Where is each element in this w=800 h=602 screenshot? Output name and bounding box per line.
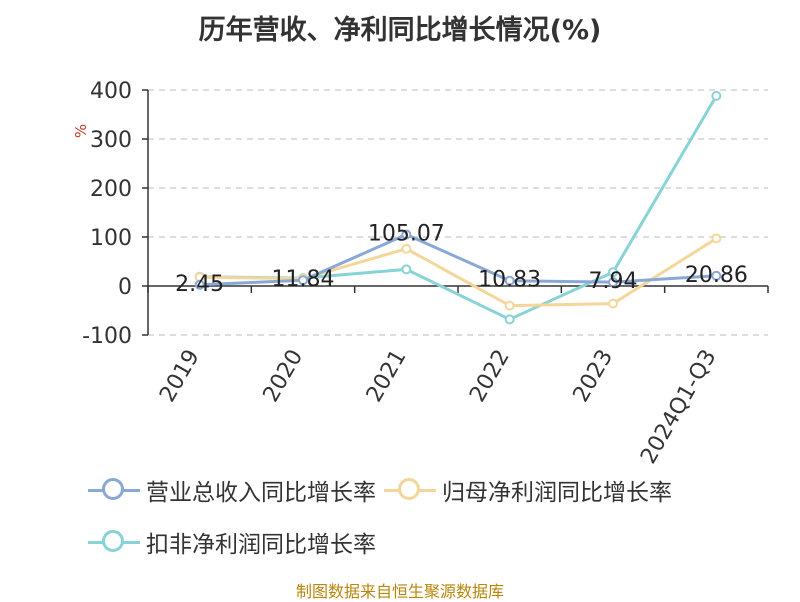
series-line — [199, 233, 717, 287]
y-tick-label: 0 — [118, 275, 132, 300]
legend-marker-icon — [88, 470, 140, 510]
data-point — [504, 275, 515, 286]
line-chart: -100 0 100 200 300 400 2019 2020 2021 2022 2023 202… — [82, 79, 769, 469]
data-point — [298, 275, 308, 286]
data-point — [711, 233, 722, 244]
y-tick-label: 400 — [90, 79, 132, 104]
data-point — [608, 298, 618, 309]
data-point — [608, 277, 618, 288]
data-source-note: 制图数据来自恒生聚源数据库 — [295, 582, 504, 601]
legend-item[interactable]: 归母净利润同比增长率 — [384, 470, 672, 510]
data-label: 2.45 — [175, 272, 224, 297]
data-label: 105.07 — [368, 222, 445, 247]
data-point — [711, 270, 722, 281]
y-tick-label: 300 — [90, 128, 132, 153]
legend-label: 归母净利润同比增长率 — [442, 480, 672, 506]
data-point — [401, 229, 412, 240]
chart-legend: 营业总收入同比增长率 归母净利润同比增长率扣非净利润同比增长率 — [88, 470, 768, 574]
y-tick-label: -100 — [82, 324, 132, 349]
data-point — [504, 314, 515, 325]
legend-item[interactable]: 营业总收入同比增长率 — [88, 470, 376, 510]
data-point — [711, 90, 722, 101]
x-tick-label: 2021 — [362, 346, 412, 407]
x-tick-label: 2024Q1-Q3 — [636, 346, 721, 469]
legend-label: 扣非净利润同比增长率 — [146, 532, 376, 558]
data-label: 20.86 — [685, 263, 748, 288]
x-tick-label: 2022 — [465, 345, 515, 406]
data-label: 10.83 — [478, 268, 541, 293]
data-point — [194, 279, 205, 290]
chart-title: 历年营收、净利同比增长情况(%) — [198, 15, 602, 46]
legend-item[interactable]: 扣非净利润同比增长率 — [88, 522, 376, 562]
data-point — [401, 243, 412, 254]
data-label: 11.84 — [272, 267, 335, 292]
y-tick-label: 100 — [90, 226, 132, 251]
series-line — [199, 237, 718, 308]
x-tick-label: 2019 — [155, 346, 205, 407]
data-point — [504, 300, 515, 311]
y-tick-label: 200 — [90, 177, 132, 202]
legend-marker-icon — [88, 522, 140, 562]
legend-label: 营业总收入同比增长率 — [146, 480, 376, 506]
data-point — [401, 264, 412, 275]
legend-marker-icon — [384, 470, 436, 510]
data-label: 7.94 — [589, 269, 638, 294]
data-point — [608, 267, 618, 278]
x-tick-label: 2023 — [569, 346, 619, 407]
x-tick-label: 2020 — [259, 346, 309, 407]
